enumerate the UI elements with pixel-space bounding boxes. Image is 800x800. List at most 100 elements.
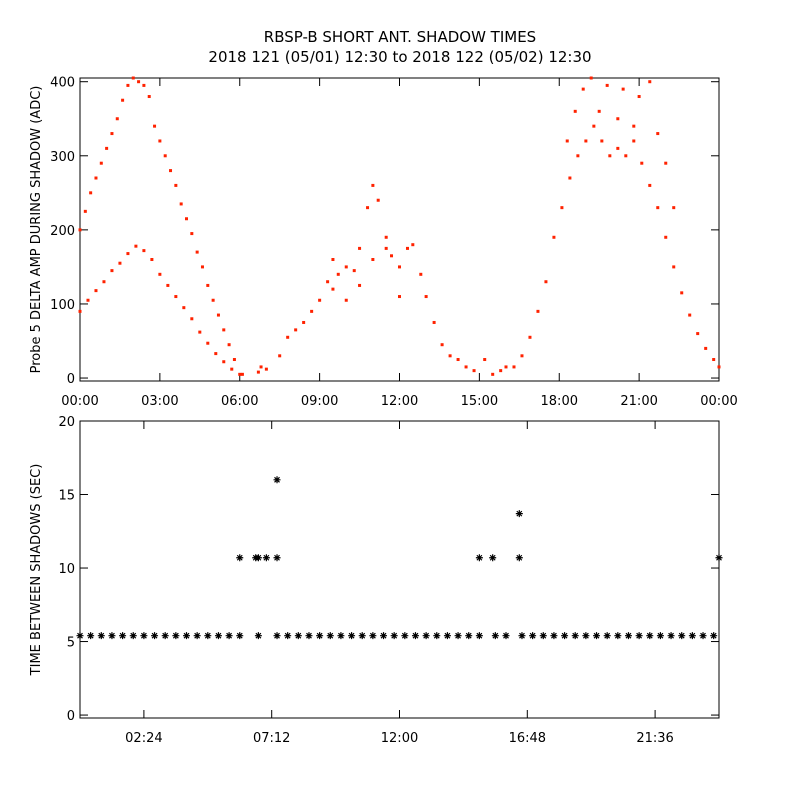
point xyxy=(573,109,577,113)
point xyxy=(696,332,700,336)
point xyxy=(174,295,178,299)
point xyxy=(632,124,636,128)
point xyxy=(294,328,298,332)
point xyxy=(565,139,569,143)
point xyxy=(390,632,398,640)
y-tick-label: 0 xyxy=(67,372,75,387)
y-tick-label: 100 xyxy=(50,298,75,313)
point xyxy=(273,632,281,640)
point xyxy=(230,367,234,371)
point xyxy=(126,252,130,256)
point xyxy=(411,632,419,640)
point xyxy=(624,632,632,640)
point xyxy=(491,372,495,376)
point xyxy=(680,291,684,295)
point xyxy=(432,320,436,324)
y-axis-label: Probe 5 DELTA AMP DURING SHADOW (ADC) xyxy=(29,86,44,374)
point xyxy=(142,249,146,253)
point xyxy=(158,139,162,143)
point xyxy=(238,372,242,376)
point xyxy=(200,265,204,269)
y-tick-label: 400 xyxy=(50,76,75,91)
point xyxy=(119,632,127,640)
point xyxy=(502,632,510,640)
point xyxy=(358,632,366,640)
plot-frame xyxy=(79,77,720,382)
point xyxy=(153,124,157,128)
point xyxy=(491,632,499,640)
point xyxy=(419,272,423,276)
plot-frame xyxy=(79,420,720,719)
x-tick-label: 12:00 xyxy=(381,394,418,409)
point xyxy=(646,632,654,640)
point xyxy=(137,80,141,84)
point xyxy=(105,146,109,150)
point xyxy=(348,632,356,640)
y-tick-label: 20 xyxy=(58,415,75,430)
point xyxy=(398,295,401,299)
point xyxy=(603,632,611,640)
x-tick-label: 21:36 xyxy=(636,731,673,746)
point xyxy=(102,280,106,284)
point xyxy=(172,632,180,640)
point xyxy=(717,365,721,369)
point xyxy=(581,87,585,91)
point xyxy=(358,246,362,250)
point xyxy=(169,169,173,173)
point xyxy=(86,298,90,302)
point xyxy=(195,250,199,254)
chart-subtitle: 2018 121 (05/01) 12:30 to 2018 122 (05/0… xyxy=(208,48,591,66)
point xyxy=(206,341,210,345)
point xyxy=(94,289,98,293)
point xyxy=(561,632,569,640)
point xyxy=(454,632,462,640)
point xyxy=(443,632,451,640)
point xyxy=(216,313,220,317)
point xyxy=(151,632,159,640)
point xyxy=(264,367,268,371)
point xyxy=(214,352,218,356)
point xyxy=(129,632,137,640)
point xyxy=(190,317,194,321)
point xyxy=(222,360,226,364)
point xyxy=(648,80,652,84)
point xyxy=(592,124,596,128)
point xyxy=(576,154,580,158)
point xyxy=(83,209,87,213)
point xyxy=(621,87,625,91)
point xyxy=(183,632,190,640)
point xyxy=(150,258,154,262)
point xyxy=(593,632,601,640)
point xyxy=(108,632,116,640)
point xyxy=(78,309,82,313)
point xyxy=(398,265,401,269)
x-tick-label: 21:00 xyxy=(620,394,657,409)
y-tick-label: 200 xyxy=(50,224,75,239)
point xyxy=(582,632,590,640)
point xyxy=(121,98,125,102)
point xyxy=(614,632,622,640)
point xyxy=(286,335,290,339)
point xyxy=(539,632,547,640)
point xyxy=(94,176,98,180)
x-tick-label: 03:00 xyxy=(141,394,178,409)
point xyxy=(142,83,146,87)
point xyxy=(483,358,487,362)
point xyxy=(259,365,263,369)
point xyxy=(411,243,415,247)
point xyxy=(552,235,556,239)
point xyxy=(254,554,262,562)
point xyxy=(672,265,676,269)
point xyxy=(240,372,244,376)
point xyxy=(656,206,660,210)
point xyxy=(236,632,244,640)
point xyxy=(699,632,707,640)
point xyxy=(664,161,668,165)
y-tick-label: 0 xyxy=(67,709,75,724)
point xyxy=(448,354,452,358)
point xyxy=(710,632,718,640)
point xyxy=(110,269,114,273)
point xyxy=(256,370,260,374)
point xyxy=(99,161,103,165)
point xyxy=(366,206,370,210)
